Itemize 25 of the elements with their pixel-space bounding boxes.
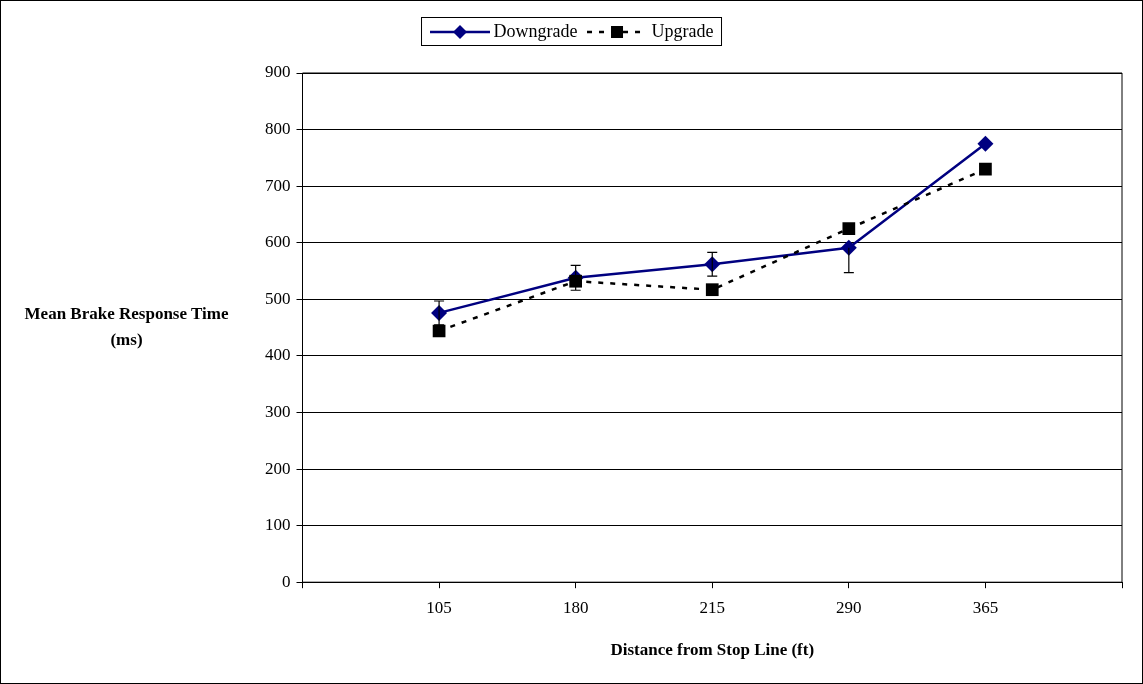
x-tick-label: 290	[836, 597, 862, 617]
point	[977, 135, 994, 152]
y-tick-label: 0	[282, 571, 291, 591]
y-tick-label: 300	[265, 401, 291, 421]
y-tick-label: 900	[265, 62, 291, 82]
x-tick-label: 365	[972, 597, 999, 617]
y-axis-title: Mean Brake Response Time (ms)	[23, 303, 230, 351]
point	[840, 239, 857, 256]
y-tick-label: 500	[265, 288, 291, 308]
x-axis-title: Distance from Stop Line (ft)	[610, 640, 815, 660]
point	[569, 274, 583, 288]
point	[705, 283, 719, 297]
x-tick-label: 105	[426, 597, 452, 617]
y-tick-label: 200	[265, 458, 291, 478]
y-tick-label: 600	[265, 232, 291, 252]
legend-label: Upgrade	[651, 21, 714, 42]
legend-label: Downgrade	[493, 21, 578, 42]
y-tick-label: 400	[265, 345, 291, 365]
x-tick-label: 180	[562, 597, 589, 617]
point	[979, 162, 992, 176]
y-tick-label: 100	[265, 515, 291, 535]
y-tick-label: 700	[265, 175, 291, 195]
y-tick-label: 800	[265, 119, 291, 139]
point	[842, 222, 856, 235]
x-tick-label: 215	[699, 597, 725, 617]
